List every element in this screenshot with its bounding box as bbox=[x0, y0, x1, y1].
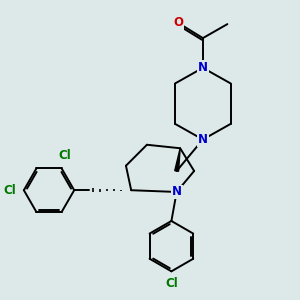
Polygon shape bbox=[175, 148, 180, 171]
Text: Cl: Cl bbox=[58, 149, 71, 162]
Text: Cl: Cl bbox=[3, 184, 16, 197]
Text: N: N bbox=[198, 133, 208, 146]
Text: N: N bbox=[172, 185, 182, 199]
Text: O: O bbox=[173, 16, 183, 29]
Text: N: N bbox=[198, 61, 208, 74]
Text: Cl: Cl bbox=[165, 277, 178, 290]
